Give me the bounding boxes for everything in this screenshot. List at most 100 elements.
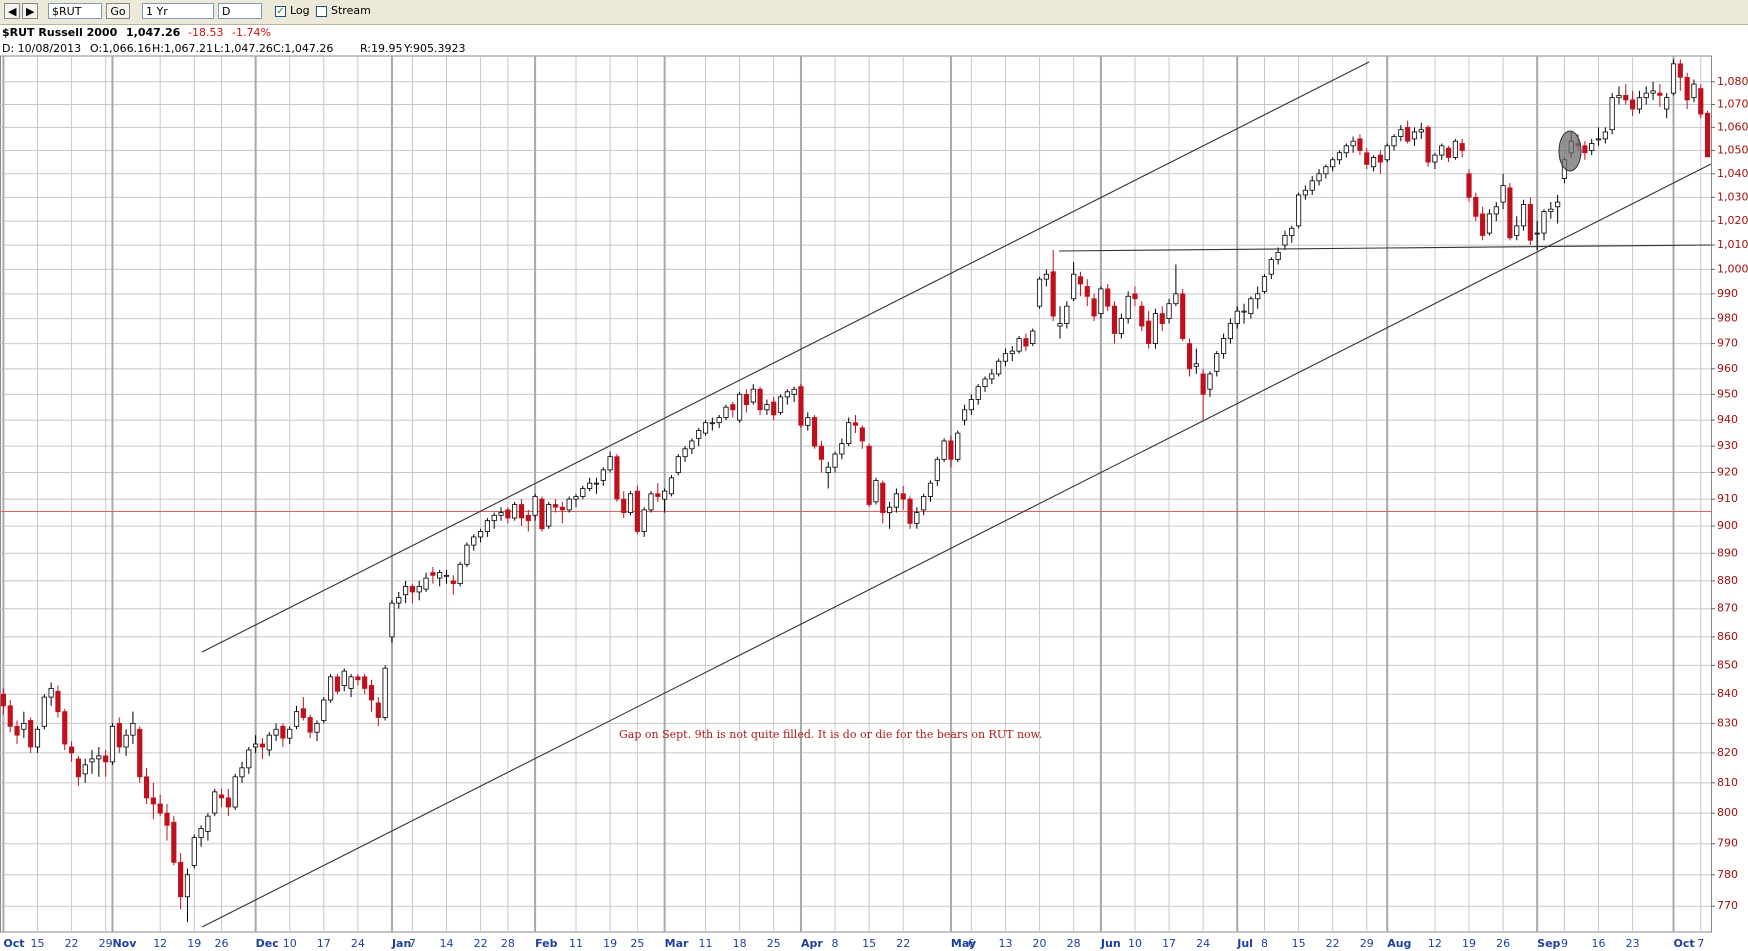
candle-body: [982, 378, 988, 388]
candle-body: [832, 453, 838, 468]
candle-body: [518, 504, 525, 519]
candle-body: [1152, 313, 1159, 344]
candle-body: [641, 509, 647, 532]
candle-body: [737, 393, 743, 421]
candle-body: [798, 386, 804, 426]
candle-body: [491, 514, 497, 522]
x-tick-label: 18: [733, 937, 747, 950]
candle-body: [14, 725, 20, 736]
y-tick-label: 820: [1717, 746, 1738, 759]
candle-body: [907, 498, 913, 524]
y-tick-label: 800: [1717, 806, 1738, 819]
candle-body: [68, 746, 75, 754]
candle-body: [1432, 154, 1438, 163]
candle-body: [968, 399, 974, 411]
candle-body: [409, 585, 415, 593]
candle-body: [607, 456, 613, 471]
y-tick-label: 810: [1717, 776, 1738, 789]
back-button[interactable]: ◀: [4, 3, 20, 19]
candle-body: [1268, 259, 1274, 275]
candle-body: [621, 498, 627, 513]
x-tick-label: 22: [1326, 937, 1340, 950]
go-button[interactable]: Go: [106, 3, 130, 19]
candle-body: [880, 482, 886, 513]
candle-body: [743, 393, 750, 406]
forward-button[interactable]: ▶: [22, 3, 38, 19]
candle-body: [1691, 83, 1697, 99]
candle-body: [307, 717, 313, 733]
y-tick-label: 780: [1717, 868, 1738, 881]
candle-body: [859, 427, 865, 442]
y-tick-label: 890: [1717, 546, 1738, 559]
candle-body: [191, 837, 197, 866]
candle-body: [757, 388, 763, 411]
candle-body: [266, 734, 272, 751]
candle-body: [1186, 343, 1193, 370]
candle-body: [975, 386, 981, 400]
candle-body: [1275, 251, 1281, 261]
candle-body: [1330, 159, 1336, 168]
candle-body: [437, 572, 443, 579]
x-tick-label: 22: [65, 937, 79, 950]
stream-checkbox[interactable]: [316, 6, 327, 17]
candles: [0, 59, 1711, 923]
candle-body: [109, 725, 116, 763]
candle-body: [205, 815, 211, 832]
candle-body: [750, 388, 756, 403]
candle-body: [348, 676, 354, 689]
candle-body: [1418, 129, 1424, 133]
x-tick-label: 22: [474, 937, 488, 950]
frequency-select[interactable]: D: [218, 3, 262, 19]
period-select[interactable]: 1 Yr: [142, 3, 214, 19]
candle-body: [1411, 131, 1418, 140]
candle-body: [587, 482, 593, 489]
candle-body: [280, 725, 286, 739]
x-tick-label: Sep: [1537, 937, 1560, 950]
candle-body: [921, 496, 927, 511]
toolbar: ◀ ▶ $RUT Go 1 Yr D ✓ Log Stream: [0, 0, 1748, 25]
candle-body: [1398, 129, 1404, 137]
annotation: Gap on Sept. 9th is not quite filled. It…: [619, 728, 1042, 741]
y-tick-label: 940: [1717, 413, 1738, 426]
x-tick-label: 11: [569, 937, 583, 950]
candle-body: [818, 445, 824, 460]
candle-body: [1091, 298, 1097, 317]
candle-body: [1493, 206, 1499, 215]
y-tick-label: 960: [1717, 362, 1738, 375]
symbol-input[interactable]: $RUT: [48, 3, 102, 19]
candle-body: [580, 488, 586, 497]
candle-body: [532, 496, 538, 516]
candle-body: [123, 734, 129, 748]
log-checkbox[interactable]: ✓: [275, 6, 286, 17]
x-tick-label: 15: [30, 937, 44, 950]
candle-body: [1200, 373, 1206, 395]
candle-body: [1445, 147, 1452, 158]
candle-body: [723, 406, 729, 418]
candle-body: [546, 504, 552, 527]
candle-body: [1309, 180, 1315, 191]
candle-body: [334, 676, 341, 692]
candle-body: [143, 776, 150, 799]
lower-channel-line: [201, 163, 1712, 928]
x-tick-label: Jul: [1236, 937, 1253, 950]
stream-label: Stream: [331, 4, 371, 17]
x-tick-label: Oct: [1674, 937, 1695, 950]
candle-body: [846, 422, 852, 444]
candle-body: [1036, 278, 1043, 307]
candle-body: [559, 506, 565, 511]
y-tick-label: 1,060: [1717, 120, 1748, 133]
candle-body: [1146, 320, 1152, 344]
candle-body: [573, 496, 579, 500]
x-tick-label: Nov: [112, 937, 137, 950]
candle-body: [1657, 92, 1663, 96]
candle-body: [477, 531, 484, 538]
x-tick-label: 25: [630, 937, 644, 950]
candle-body: [225, 797, 231, 808]
candle-body: [1616, 94, 1622, 99]
gap-highlight: [1558, 130, 1582, 172]
candle-body: [259, 743, 266, 748]
candle-body: [1064, 305, 1070, 324]
x-tick-label: Dec: [256, 937, 279, 950]
candle-body: [212, 791, 218, 814]
y-tick-label: 1,020: [1717, 214, 1748, 227]
